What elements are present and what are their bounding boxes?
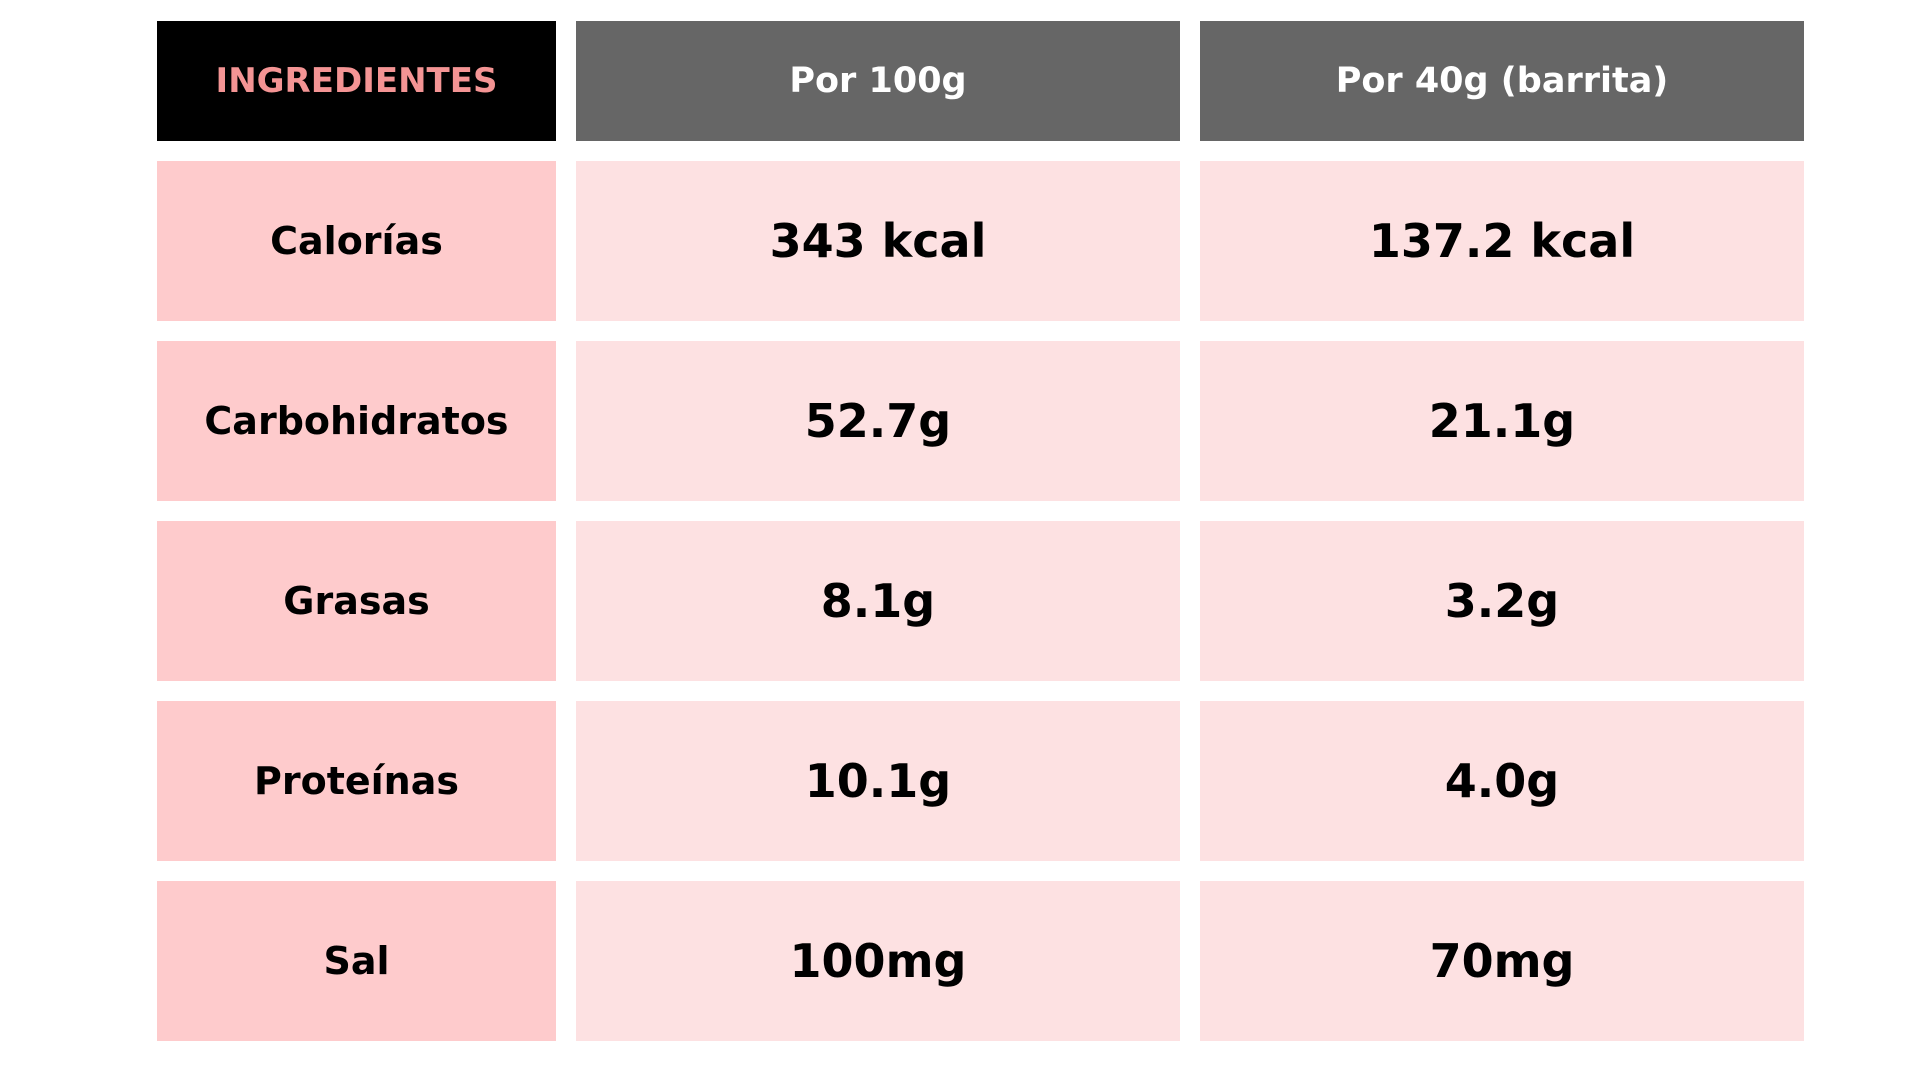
value-carbohidratos-40g: 21.1g [1200,341,1804,501]
row-label-proteinas: Proteínas [157,701,556,861]
value-calorias-100g: 343 kcal [576,161,1180,321]
nutrition-table: INGREDIENTES Por 100g Por 40g (barrita) … [157,21,1804,1041]
value-proteinas-40g: 4.0g [1200,701,1804,861]
row-label-grasas: Grasas [157,521,556,681]
row-label-carbohidratos: Carbohidratos [157,341,556,501]
value-sal-100g: 100mg [576,881,1180,1041]
value-grasas-100g: 8.1g [576,521,1180,681]
value-sal-40g: 70mg [1200,881,1804,1041]
value-carbohidratos-100g: 52.7g [576,341,1180,501]
row-label-sal: Sal [157,881,556,1041]
header-ingredientes: INGREDIENTES [157,21,556,141]
value-proteinas-100g: 10.1g [576,701,1180,861]
value-grasas-40g: 3.2g [1200,521,1804,681]
value-calorias-40g: 137.2 kcal [1200,161,1804,321]
row-label-calorias: Calorías [157,161,556,321]
header-per-100g: Por 100g [576,21,1180,141]
header-per-40g: Por 40g (barrita) [1200,21,1804,141]
